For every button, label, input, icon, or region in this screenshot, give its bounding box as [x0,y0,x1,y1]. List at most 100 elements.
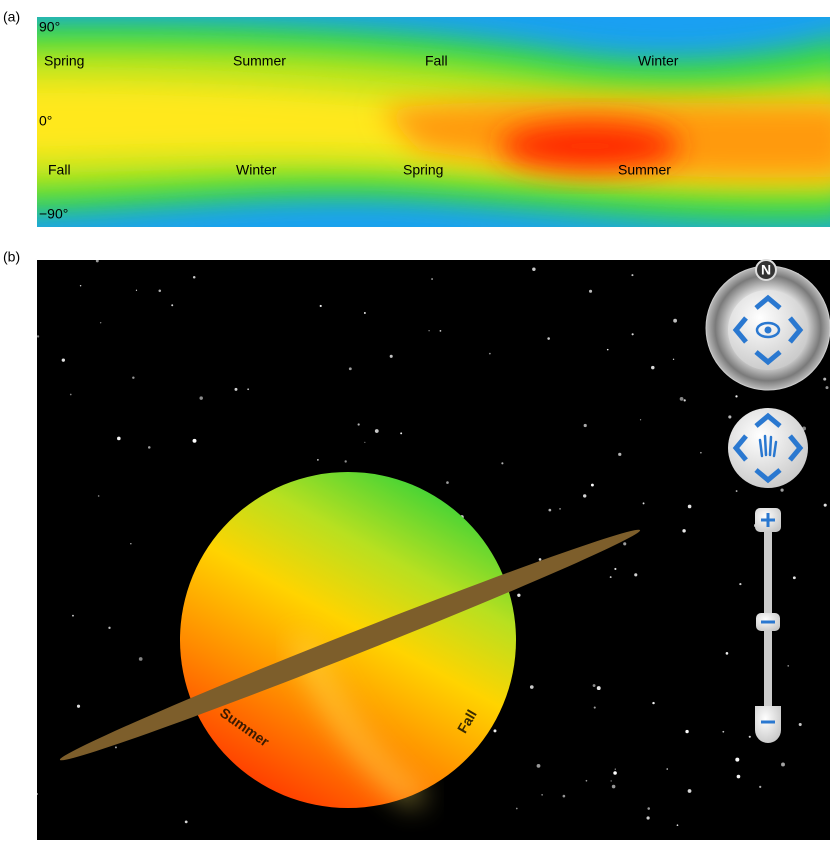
star [623,542,627,546]
star [147,446,151,449]
star [536,763,541,768]
season-label: Winter [236,162,277,178]
star [639,419,642,421]
star [363,312,366,314]
season-label: Summer [233,53,286,69]
star [609,576,612,579]
star [736,774,741,779]
latitude-label: −90° [39,206,68,222]
star [192,438,197,443]
star [613,771,617,775]
planet: Summer Fall [59,472,641,808]
star [798,723,802,727]
latitude-label: 90° [39,19,60,35]
star [538,558,542,561]
star [562,794,566,798]
star [108,626,111,630]
star [130,543,132,545]
season-label: Spring [403,162,443,178]
star [646,816,650,820]
star [759,785,762,788]
star [517,593,521,597]
star [787,665,790,667]
season-label: Fall [425,53,448,69]
star [97,495,100,497]
star [247,388,250,391]
star [114,746,117,749]
star [446,481,449,484]
star [138,657,143,661]
star [529,685,534,689]
star [583,423,587,428]
compass-control[interactable]: N [705,259,830,391]
panel-label: (a) [3,9,20,25]
star [588,289,593,293]
star [171,304,174,307]
star [685,729,689,734]
star [722,730,725,733]
star [37,793,39,796]
star [700,451,702,454]
zoom-control[interactable] [755,508,781,743]
star [158,289,162,293]
star [559,508,561,510]
star [666,768,668,770]
star [781,762,785,767]
star [593,706,596,709]
star [673,318,677,323]
star [652,701,655,705]
star [135,289,138,291]
star [515,807,518,810]
star [634,573,638,577]
star [357,423,360,426]
star [825,386,829,390]
star [614,567,617,571]
season-label: Spring [44,53,84,69]
star [548,508,552,512]
star [541,794,543,796]
star [682,529,686,533]
star [647,807,650,810]
star [344,460,347,463]
star [823,377,827,381]
star [184,820,188,824]
star [72,614,74,617]
star [317,459,319,461]
star [95,260,99,263]
star [592,684,596,687]
star [428,330,430,332]
star [99,322,102,324]
season-label: Fall [48,162,71,178]
star [651,365,655,370]
star [364,441,366,443]
star [596,686,601,691]
star [679,397,684,401]
compass-north: N [761,262,771,278]
star [687,504,692,509]
star [493,729,497,733]
star [117,436,121,441]
star [583,494,587,498]
star [792,576,796,580]
season-label: Winter [638,53,679,69]
star [439,329,442,332]
star [739,582,742,586]
season-label: Summer [618,162,671,178]
star [69,393,72,396]
star [631,274,634,277]
star [728,415,732,419]
latitude-label: 0° [39,113,52,129]
ring [59,529,641,761]
star [431,278,433,280]
star [683,399,686,402]
star [79,285,82,287]
star [642,502,645,505]
star [735,395,738,398]
pan-control[interactable] [728,408,808,488]
star [400,432,403,435]
star [547,337,550,340]
star [319,304,322,308]
star [532,267,536,271]
star [61,358,65,362]
